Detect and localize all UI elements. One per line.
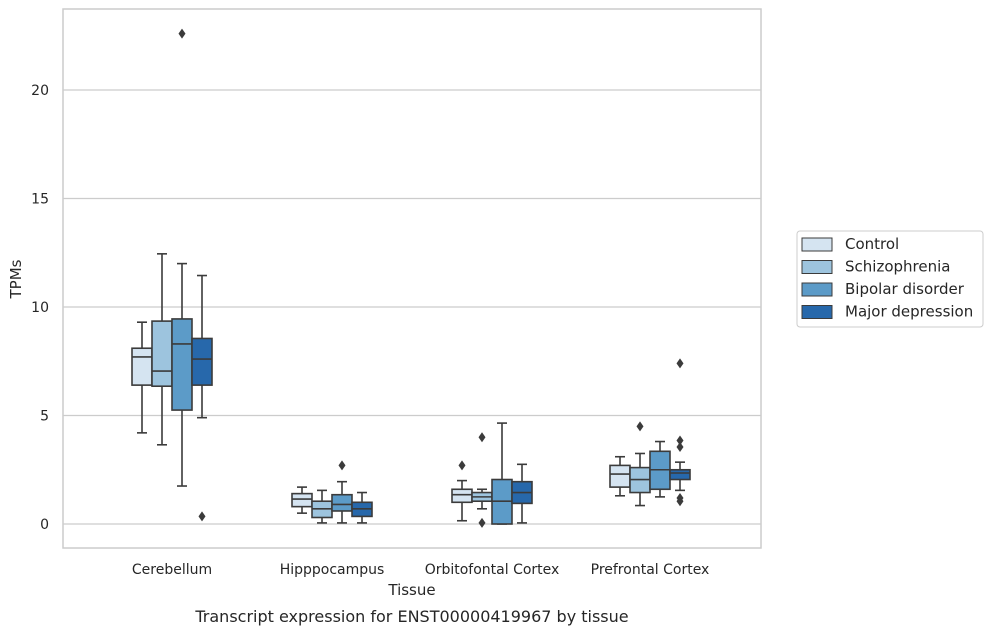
outlier-point <box>676 496 684 507</box>
box-body <box>131 347 153 386</box>
box-major-depression <box>191 274 213 522</box>
boxes-layer <box>131 28 691 528</box>
y-axis-title: TPMs <box>7 259 25 299</box>
legend-label: Major depression <box>845 303 973 321</box>
box-body <box>171 318 193 411</box>
box-body <box>291 492 313 508</box>
x-axis-ticks: Cerebellum Hipppocampus Orbitofontal Corte… <box>132 562 709 578</box>
outlier-point <box>178 28 186 39</box>
box-schizophrenia <box>629 421 651 507</box>
box-major-depression <box>511 463 533 524</box>
box-bipolar-disorder <box>171 28 193 487</box>
box-schizophrenia <box>471 432 493 528</box>
y-tick-label: 0 <box>40 517 49 533</box>
box-body <box>451 488 473 504</box>
outlier-point <box>676 435 684 446</box>
x-tick-label: Orbitofontal Cortex <box>425 562 560 578</box>
outlier-point <box>478 517 486 528</box>
outlier-point <box>458 460 466 471</box>
x-axis-title: Tissue <box>387 581 435 599</box>
y-tick-label: 15 <box>31 192 49 208</box>
box-control <box>451 460 473 522</box>
box-major-depression <box>669 358 691 507</box>
box-bipolar-disorder <box>649 440 671 498</box>
legend-label: Control <box>845 235 899 253</box>
y-axis-ticks: 0 5 10 15 20 <box>31 83 49 533</box>
legend-frame <box>796 230 984 328</box>
plot-area-frame <box>62 8 762 549</box>
outlier-point <box>636 421 644 432</box>
x-tick-label: Prefrontal Cortex <box>591 562 710 578</box>
box-body <box>151 320 173 388</box>
outlier-point <box>676 441 684 452</box>
box-schizophrenia <box>151 253 173 446</box>
x-tick-label: Hipppocampus <box>280 562 385 578</box>
box-body <box>191 337 213 386</box>
box-bipolar-disorder <box>331 460 353 524</box>
outlier-point <box>338 460 346 471</box>
y-tick-label: 20 <box>31 83 49 99</box>
legend: Control Schizophrenia Bipolar disorder Majo… <box>796 230 984 328</box>
legend-label: Bipolar disorder <box>845 280 965 298</box>
box-body <box>609 464 631 488</box>
x-tick-label: Cerebellum <box>132 562 212 578</box>
legend-swatch <box>801 237 833 252</box>
legend-swatch <box>801 305 833 319</box>
box-control <box>609 455 631 497</box>
box-schizophrenia <box>311 489 333 524</box>
legend-label: Schizophrenia <box>845 258 950 276</box>
box-body <box>669 468 691 481</box>
figure-caption: Transcript expression for ENST0000041996… <box>194 607 628 626</box>
box-control <box>131 321 153 434</box>
y-tick-label: 5 <box>40 409 49 425</box>
box-bipolar-disorder <box>491 422 513 525</box>
box-control <box>291 486 313 514</box>
legend-swatch <box>801 282 833 297</box>
box-body <box>331 493 353 512</box>
grid-lines <box>63 89 761 525</box>
box-major-depression <box>351 491 373 524</box>
legend-swatch <box>801 260 833 274</box>
outlier-point <box>198 511 206 522</box>
outlier-point <box>676 358 684 369</box>
outlier-point <box>478 432 486 443</box>
y-tick-label: 10 <box>31 300 49 316</box>
